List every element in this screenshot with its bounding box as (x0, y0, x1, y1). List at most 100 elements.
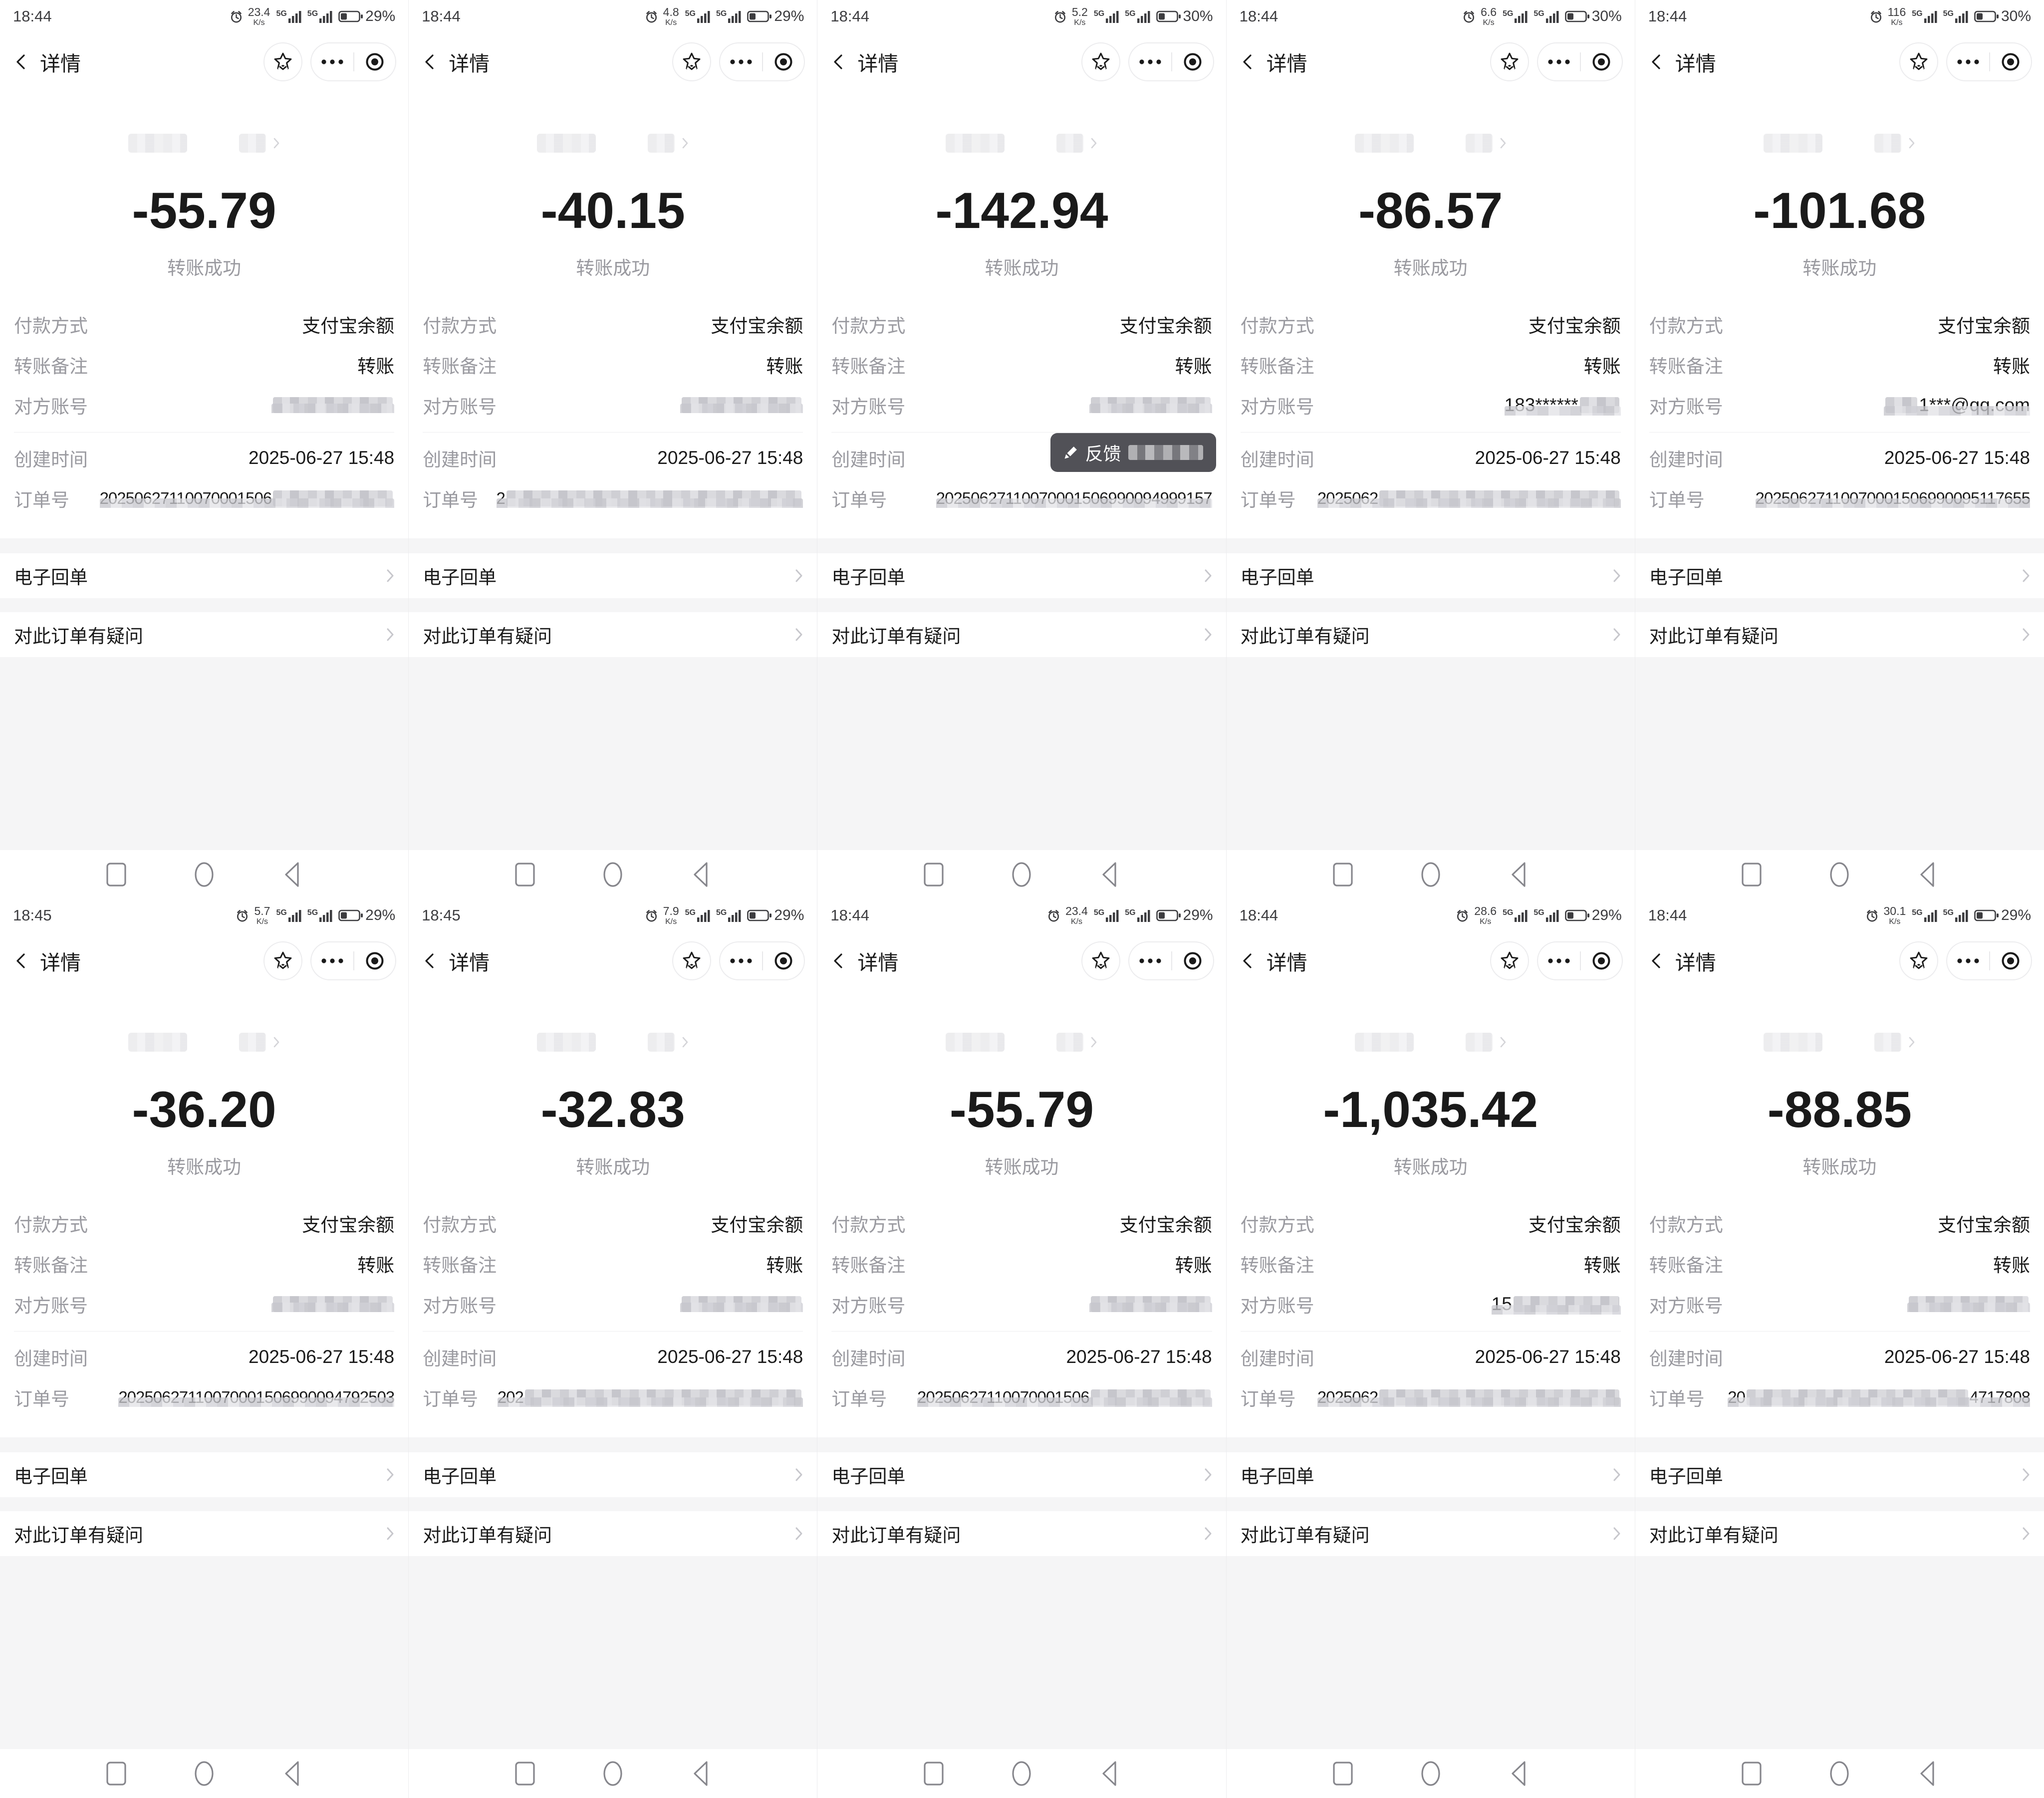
recents-button[interactable] (923, 862, 944, 887)
back-nav-button[interactable] (690, 861, 711, 889)
recents-button[interactable] (923, 1761, 944, 1786)
question-row[interactable]: 对此订单有疑问 (1635, 612, 2044, 657)
question-row[interactable]: 对此订单有疑问 (0, 1511, 409, 1556)
receipt-row[interactable]: 电子回单 (817, 553, 1226, 598)
back-button[interactable] (13, 952, 30, 969)
receipt-row[interactable]: 电子回单 (1226, 1452, 1635, 1497)
recents-button[interactable] (514, 1761, 535, 1786)
home-button[interactable] (194, 1760, 215, 1787)
back-button[interactable] (1648, 952, 1665, 969)
payee-profile[interactable] (1635, 122, 2044, 165)
payee-profile[interactable] (409, 1021, 817, 1064)
exit-button[interactable] (364, 51, 386, 73)
back-nav-button[interactable] (1917, 861, 1938, 889)
recents-button[interactable] (1332, 1761, 1353, 1786)
back-button[interactable] (1648, 53, 1665, 70)
payee-profile[interactable] (0, 122, 408, 165)
more-menu-button[interactable] (321, 59, 344, 65)
back-nav-button[interactable] (281, 1760, 302, 1788)
payee-profile[interactable] (1635, 1021, 2044, 1064)
favorite-button[interactable] (1081, 941, 1120, 980)
back-nav-button[interactable] (1917, 1760, 1938, 1788)
back-button[interactable] (13, 53, 30, 70)
recents-button[interactable] (1741, 862, 1762, 887)
exit-button[interactable] (1590, 51, 1612, 73)
question-row[interactable]: 对此订单有疑问 (409, 1511, 817, 1556)
back-button[interactable] (1240, 952, 1257, 969)
back-button[interactable] (830, 952, 847, 969)
receipt-row[interactable]: 电子回单 (0, 553, 409, 598)
more-menu-button[interactable] (1139, 59, 1162, 65)
back-nav-button[interactable] (690, 1760, 711, 1788)
more-menu-button[interactable] (730, 958, 753, 964)
favorite-button[interactable] (263, 42, 303, 81)
payee-profile[interactable] (817, 122, 1226, 165)
question-row[interactable]: 对此订单有疑问 (409, 612, 817, 657)
home-button[interactable] (1011, 861, 1032, 888)
question-row[interactable]: 对此订单有疑问 (1635, 1511, 2044, 1556)
payee-profile[interactable] (1227, 1021, 1635, 1064)
receipt-row[interactable]: 电子回单 (1635, 553, 2044, 598)
question-row[interactable]: 对此订单有疑问 (817, 1511, 1226, 1556)
back-button[interactable] (422, 53, 439, 70)
exit-button[interactable] (2000, 51, 2022, 73)
favorite-button[interactable] (672, 941, 712, 980)
back-button[interactable] (1240, 53, 1257, 70)
receipt-row[interactable]: 电子回单 (0, 1452, 409, 1497)
recents-button[interactable] (106, 862, 127, 887)
exit-button[interactable] (1182, 950, 1204, 972)
exit-button[interactable] (772, 950, 794, 972)
question-row[interactable]: 对此订单有疑问 (0, 612, 409, 657)
home-button[interactable] (1829, 1760, 1850, 1787)
more-menu-button[interactable] (321, 958, 344, 964)
favorite-button[interactable] (263, 941, 303, 980)
receipt-row[interactable]: 电子回单 (409, 1452, 817, 1497)
question-row[interactable]: 对此订单有疑问 (817, 612, 1226, 657)
recents-button[interactable] (1741, 1761, 1762, 1786)
exit-button[interactable] (2000, 950, 2022, 972)
receipt-row[interactable]: 电子回单 (1635, 1452, 2044, 1497)
back-button[interactable] (830, 53, 847, 70)
back-button[interactable] (422, 952, 439, 969)
favorite-button[interactable] (672, 42, 712, 81)
back-nav-button[interactable] (1099, 1760, 1120, 1788)
favorite-button[interactable] (1899, 941, 1938, 980)
more-menu-button[interactable] (1957, 958, 1980, 964)
favorite-button[interactable] (1490, 42, 1529, 81)
recents-button[interactable] (106, 1761, 127, 1786)
exit-button[interactable] (1590, 950, 1612, 972)
receipt-row[interactable]: 电子回单 (817, 1452, 1226, 1497)
more-menu-button[interactable] (1957, 59, 1980, 65)
back-nav-button[interactable] (1099, 861, 1120, 889)
more-menu-button[interactable] (1547, 59, 1570, 65)
more-menu-button[interactable] (1547, 958, 1570, 964)
home-button[interactable] (1420, 1760, 1441, 1787)
home-button[interactable] (602, 1760, 623, 1787)
more-menu-button[interactable] (730, 59, 753, 65)
payee-profile[interactable] (0, 1021, 408, 1064)
exit-button[interactable] (772, 51, 794, 73)
favorite-button[interactable] (1081, 42, 1120, 81)
home-button[interactable] (1420, 861, 1441, 888)
back-nav-button[interactable] (1508, 861, 1529, 889)
payee-profile[interactable] (817, 1021, 1226, 1064)
exit-button[interactable] (1182, 51, 1204, 73)
favorite-button[interactable] (1490, 941, 1529, 980)
home-button[interactable] (194, 861, 215, 888)
home-button[interactable] (1011, 1760, 1032, 1787)
home-button[interactable] (1829, 861, 1850, 888)
exit-button[interactable] (364, 950, 386, 972)
back-nav-button[interactable] (281, 861, 302, 889)
recents-button[interactable] (514, 862, 535, 887)
back-nav-button[interactable] (1508, 1760, 1529, 1788)
payee-profile[interactable] (1227, 122, 1635, 165)
payee-profile[interactable] (409, 122, 817, 165)
question-row[interactable]: 对此订单有疑问 (1226, 612, 1635, 657)
receipt-row[interactable]: 电子回单 (1226, 553, 1635, 598)
question-row[interactable]: 对此订单有疑问 (1226, 1511, 1635, 1556)
home-button[interactable] (602, 861, 623, 888)
feedback-bubble[interactable]: 反馈 (1050, 433, 1216, 472)
receipt-row[interactable]: 电子回单 (409, 553, 817, 598)
favorite-button[interactable] (1899, 42, 1938, 81)
more-menu-button[interactable] (1139, 958, 1162, 964)
